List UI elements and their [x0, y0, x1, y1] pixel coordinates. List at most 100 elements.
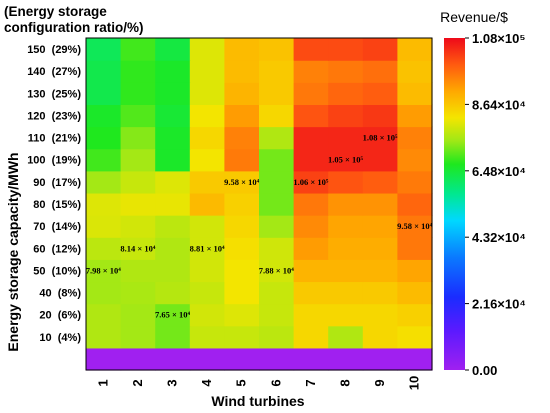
- value-annotation: 7.65 × 10⁴: [155, 310, 190, 320]
- heatmap-cell: [259, 126, 295, 150]
- heatmap-cell: [120, 215, 156, 238]
- heatmap-cell: [362, 126, 398, 150]
- heatmap-cell: [328, 281, 364, 305]
- heatmap-cell: [362, 192, 398, 216]
- heatmap-cell: [293, 38, 329, 61]
- heatmap-cell: [189, 259, 225, 283]
- heatmap-cell: [86, 170, 122, 194]
- heatmap-cell: [397, 325, 433, 349]
- heatmap-cell: [86, 60, 122, 83]
- colorbar-tick-label: 8.64×10⁴: [472, 97, 526, 112]
- heatmap-cell: [120, 148, 156, 172]
- heatmap-cell: [362, 325, 398, 349]
- heatmap-cell: [259, 38, 295, 61]
- value-annotation: 8.14 × 10⁴: [120, 243, 155, 253]
- y-tick-label: 80 (15%): [33, 199, 81, 211]
- heatmap-cell: [397, 237, 433, 260]
- heatmap-cell: [328, 170, 364, 194]
- heatmap-cell: [328, 303, 364, 327]
- heatmap-cell: [259, 82, 295, 105]
- heatmap-cell: [224, 170, 260, 194]
- heatmap-cell: [189, 215, 225, 238]
- heatmap-cell: [259, 259, 295, 283]
- heatmap-cell: [155, 281, 191, 305]
- heatmap-cell: [397, 281, 433, 305]
- heatmap-cell: [397, 259, 433, 283]
- heatmap-cell: [155, 303, 191, 327]
- heatmap-cell: [293, 281, 329, 305]
- heatmap-cell: [189, 38, 225, 61]
- heatmap-cell: [155, 237, 191, 260]
- heatmap-cell: [86, 104, 122, 128]
- y-tick-label: 50 (10%): [33, 265, 81, 277]
- x-tick-label: 2: [130, 379, 145, 386]
- x-tick-label: 9: [372, 379, 387, 386]
- value-annotation: 7.88 × 10⁴: [259, 265, 294, 275]
- heatmap-cell: [155, 325, 191, 349]
- heatmap-cell: [397, 104, 433, 128]
- heatmap-cell: [86, 192, 122, 216]
- annotations: 1.08 × 10⁵ 1.05 × 10⁵ 1.06 × 10⁵ 9.58 × 10⁴…: [86, 133, 433, 320]
- heatmap-cell: [293, 148, 329, 172]
- colorbar-tick-label: 2.16×10⁴: [472, 297, 526, 312]
- heatmap-cell: [293, 215, 329, 238]
- heatmap-cell: [259, 281, 295, 305]
- heatmap-cell: [362, 281, 398, 305]
- heatmap-cell: [293, 192, 329, 216]
- heatmap-cell: [362, 237, 398, 260]
- y-tick-labels: 10 (4%) 20 (6%) 40 (8%) 50 (10%) 60 (12%) 70 …: [27, 44, 81, 344]
- heatmap-cell: [397, 148, 433, 172]
- heatmap-cell: [86, 347, 122, 371]
- colorbar-ticks: 1.08×10⁵ 8.64×10⁴ 6.48×10⁴ 4.32×10⁴ 2.16×10⁴…: [465, 31, 526, 378]
- y-tick-label: 100 (19%): [27, 155, 81, 167]
- heatmap-cell: [362, 60, 398, 83]
- heatmap-cell: [189, 281, 225, 305]
- heatmap-cell: [328, 259, 364, 283]
- heatmap-cell: [86, 259, 122, 283]
- heatmap-cell: [224, 237, 260, 260]
- x-tick-label: 7: [303, 379, 318, 386]
- heatmap-cell: [224, 281, 260, 305]
- heatmap-cell: [328, 126, 364, 150]
- heatmap-cells: [86, 38, 433, 371]
- heatmap-cell: [224, 303, 260, 327]
- plot-frame: [85, 37, 433, 371]
- heatmap-cell: [189, 325, 225, 349]
- heatmap-cell: [120, 170, 156, 194]
- heatmap-cell: [120, 126, 156, 150]
- heatmap-cell: [155, 170, 191, 194]
- heatmap-cell: [328, 148, 364, 172]
- heatmap-cell: [224, 259, 260, 283]
- heatmap-cell: [259, 60, 295, 83]
- colorbar-title: Revenue/$: [440, 9, 508, 25]
- heatmap-cell: [86, 148, 122, 172]
- heatmap-cell: [189, 303, 225, 327]
- y-tick-label: 20 (6%): [39, 310, 81, 322]
- top-label-line2: configuration ratio/%): [4, 20, 144, 35]
- heatmap-cell: [224, 325, 260, 349]
- heatmap-cell: [328, 347, 364, 371]
- heatmap-cell: [328, 325, 364, 349]
- heatmap-cell: [362, 303, 398, 327]
- heatmap-cell: [362, 104, 398, 128]
- heatmap-cell: [328, 38, 364, 61]
- y-tick-label: 40 (8%): [39, 288, 81, 300]
- heatmap-cell: [259, 325, 295, 349]
- heatmap-cell: [397, 60, 433, 83]
- heatmap-cell: [397, 215, 433, 238]
- heatmap-cell: [189, 104, 225, 128]
- heatmap-cell: [362, 82, 398, 105]
- heatmap-cell: [328, 82, 364, 105]
- colorbar-tick-label: 1.08×10⁵: [472, 31, 525, 46]
- x-tick-label: 4: [199, 379, 214, 387]
- heatmap-cell: [328, 60, 364, 83]
- heatmap-cell: [120, 82, 156, 105]
- x-tick-label: 10: [407, 376, 422, 390]
- heatmap-cell: [120, 237, 156, 260]
- y-tick-label: 90 (17%): [33, 177, 81, 189]
- heatmap-cell: [224, 126, 260, 150]
- x-axis-label: Wind turbines: [211, 393, 304, 409]
- heatmap-cell: [189, 126, 225, 150]
- heatmap-cell: [397, 38, 433, 61]
- heatmap-cell: [155, 82, 191, 105]
